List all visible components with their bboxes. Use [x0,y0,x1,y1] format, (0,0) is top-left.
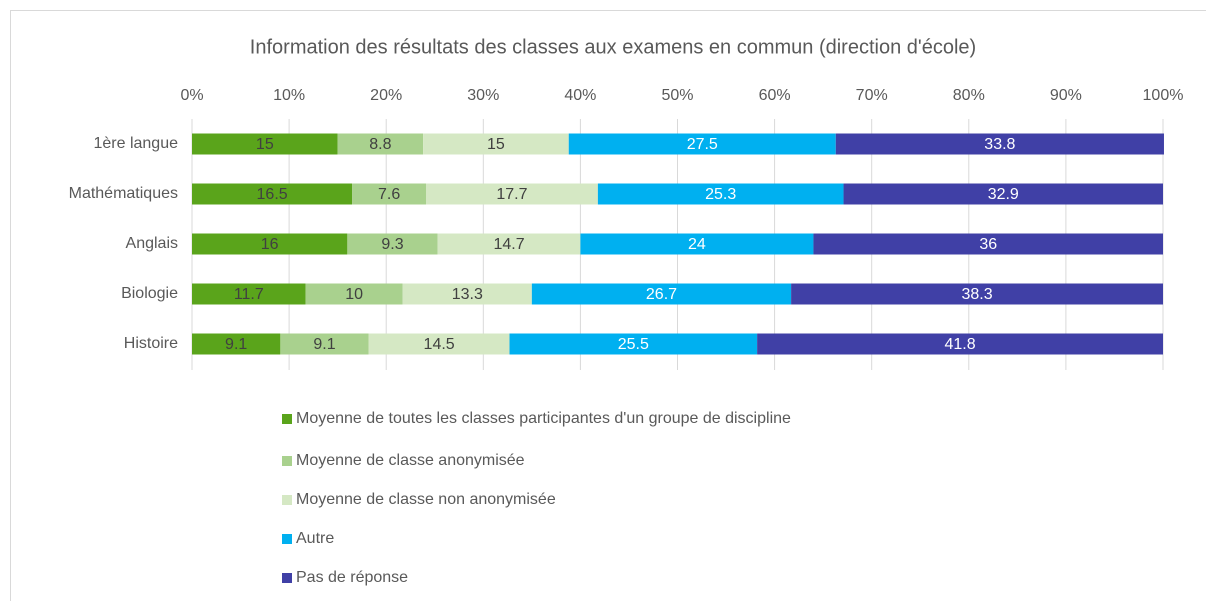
data-label: 24 [688,236,706,253]
data-label: 10 [345,286,363,303]
bar-segment [192,183,353,205]
legend-swatch [282,573,292,583]
bar-segment [426,183,598,205]
data-label: 14.5 [424,336,455,353]
data-label: 41.8 [944,336,975,353]
data-label: 9.3 [381,236,403,253]
y-tick-label: 1ère langue [93,135,178,152]
bar-segment [509,333,758,355]
x-tick-label: 20% [370,87,402,104]
chart-frame [10,10,1206,601]
x-tick-label: 80% [953,87,985,104]
x-tick-label: 70% [856,87,888,104]
legend-label: Autre [296,530,334,547]
y-tick-label: Biologie [121,285,178,302]
data-label: 9.1 [313,336,335,353]
x-tick-label: 40% [564,87,596,104]
bar-segment [757,333,1163,355]
bar-segment [813,233,1163,255]
bar-segment [402,283,532,305]
bar-segment [192,283,306,305]
legend-swatch [282,534,292,544]
data-label: 25.5 [618,336,649,353]
legend-label: Pas de réponse [296,569,408,586]
bar-segment [835,133,1164,155]
data-label: 38.3 [961,286,992,303]
x-tick-label: 90% [1050,87,1082,104]
y-tick-label: Mathématiques [69,185,178,202]
data-label: 9.1 [225,336,247,353]
bar-segment [368,333,510,355]
data-label: 8.8 [369,136,391,153]
x-tick-label: 60% [759,87,791,104]
x-tick-label: 50% [661,87,693,104]
x-tick-label: 100% [1143,87,1184,104]
legend-swatch [282,456,292,466]
bar-segment [352,183,427,205]
bar-segment [437,233,581,255]
data-label: 7.6 [378,186,400,203]
x-tick-label: 0% [180,87,203,104]
data-label: 16.5 [257,186,288,203]
legend-label: Moyenne de classe non anonymisée [296,491,556,508]
y-tick-label: Anglais [126,235,178,252]
legend-swatch [282,414,292,424]
data-label: 14.7 [493,236,524,253]
data-label: 11.7 [234,286,264,303]
x-tick-label: 30% [467,87,499,104]
bar-segment [192,233,348,255]
bar-segment [843,183,1163,205]
bar-segment [280,333,369,355]
y-tick-label: Histoire [124,335,178,352]
legend-swatch [282,495,292,505]
data-label: 15 [487,136,505,153]
data-label: 17.7 [496,186,527,203]
bar-segment [580,233,814,255]
data-label: 26.7 [646,286,677,303]
x-tick-label: 10% [273,87,305,104]
bar-segment [347,233,438,255]
data-label: 15 [256,136,274,153]
bar-segment [423,133,569,155]
bar-segment [568,133,836,155]
data-label: 16 [261,236,279,253]
bar-segment [192,333,281,355]
data-label: 33.8 [984,136,1015,153]
data-label: 25.3 [705,186,736,203]
bar-segment [305,283,403,305]
bar-segment [192,133,338,155]
bar-segment [791,283,1163,305]
chart-title: Information des résultats des classes au… [250,36,976,58]
bar-segment [337,133,424,155]
data-label: 32.9 [988,186,1019,203]
bar-segment [531,283,792,305]
legend-label: Moyenne de classe anonymisée [296,452,525,469]
legend-label: Moyenne de toutes les classes participan… [296,410,791,427]
data-label: 27.5 [687,136,718,153]
data-label: 13.3 [452,286,483,303]
data-label: 36 [979,236,997,253]
bar-segment [597,183,844,205]
